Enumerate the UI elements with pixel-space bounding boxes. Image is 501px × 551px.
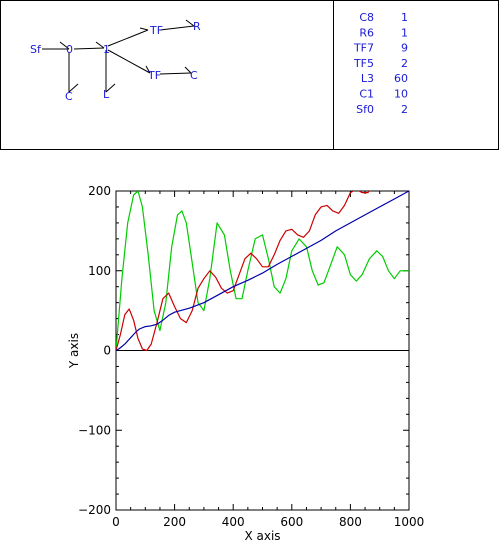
- bond-1-tf-bottom: [107, 49, 151, 74]
- x-tick-label-200: 200: [163, 515, 186, 529]
- y-tick-label--200: −200: [78, 503, 111, 517]
- y-tick-label-0: 0: [103, 344, 111, 358]
- bond-tf-c: [159, 72, 192, 75]
- param-value-r6: 1: [401, 26, 408, 39]
- x-tick-label-600: 600: [280, 515, 303, 529]
- param-name-c1: C1: [359, 88, 374, 101]
- bond-graph-panel: [0, 0, 499, 150]
- node-junction-0[interactable]: 0: [66, 43, 73, 56]
- bond-0-1-half-arrow: [95, 41, 105, 49]
- param-value-c8: 1: [401, 11, 408, 24]
- bond-tf-r-half-arrow: [185, 19, 195, 27]
- series-line-3: [116, 191, 409, 352]
- bond-sf-0-half-arrow: [59, 41, 70, 50]
- bond-1-tf-bottom-half-arrow: [145, 65, 151, 74]
- param-name-r6: R6: [359, 26, 374, 39]
- series-line-2: [116, 191, 370, 352]
- param-name-tf7: TF7: [353, 42, 374, 55]
- param-name-c8: C8: [359, 11, 374, 24]
- parameter-panel: C8 1 R6 1 TF7 9 TF5 2 L3 60 C1 10 Sf0 2: [353, 11, 408, 116]
- node-sf[interactable]: Sf: [30, 43, 42, 56]
- series-line-1: [116, 191, 409, 351]
- node-junction-1[interactable]: 1: [103, 43, 110, 56]
- bond-tf-r: [159, 25, 195, 31]
- param-value-c1: 10: [394, 88, 408, 101]
- bond-1-tf-top-half-arrow: [139, 27, 149, 31]
- x-tick-label-400: 400: [222, 515, 245, 529]
- panel-divider: [333, 0, 334, 150]
- node-c-right[interactable]: C: [190, 69, 198, 82]
- x-tick-label-1000: 1000: [394, 515, 425, 529]
- param-name-l3: L3: [361, 72, 374, 85]
- bond-tf-c-half-arrow: [184, 66, 192, 74]
- bond-1-l-half-arrow: [105, 83, 116, 93]
- param-name-sf0: Sf0: [356, 103, 374, 116]
- node-c-left[interactable]: C: [65, 90, 73, 103]
- node-r[interactable]: R: [193, 20, 201, 33]
- bond-0-1: [73, 47, 105, 50]
- parameter-list: C8 1 R6 1 TF7 9 TF5 2 L3 60 C1 10 Sf0 2: [353, 11, 408, 116]
- param-value-l3: 60: [394, 72, 408, 85]
- x-axis-label: X axis: [244, 529, 280, 543]
- bond-1-tf-top: [107, 29, 149, 47]
- x-tick-label-800: 800: [339, 515, 362, 529]
- param-value-sf0: 2: [401, 103, 408, 116]
- plot-canvas: 0 200 400 600 800 1000 −200 −100 0 100 200 X axis Y …: [67, 184, 425, 543]
- bond-0-c-half-arrow: [68, 83, 79, 93]
- x-tick-label-0: 0: [112, 515, 120, 529]
- node-tf-top[interactable]: TF: [149, 24, 163, 37]
- param-value-tf7: 9: [401, 42, 408, 55]
- y-tick-label-100: 100: [88, 264, 111, 278]
- y-tick-label--100: −100: [78, 423, 111, 437]
- y-tick-label-200: 200: [88, 184, 111, 198]
- node-l[interactable]: L: [103, 88, 110, 101]
- node-tf-bottom[interactable]: TF: [147, 69, 161, 82]
- y-axis-label: Y axis: [67, 333, 81, 369]
- bond-graph-canvas[interactable]: Sf 0 1 TF R TF C C L: [0, 0, 333, 150]
- param-name-tf5: TF5: [353, 57, 374, 70]
- param-value-tf5: 2: [401, 57, 408, 70]
